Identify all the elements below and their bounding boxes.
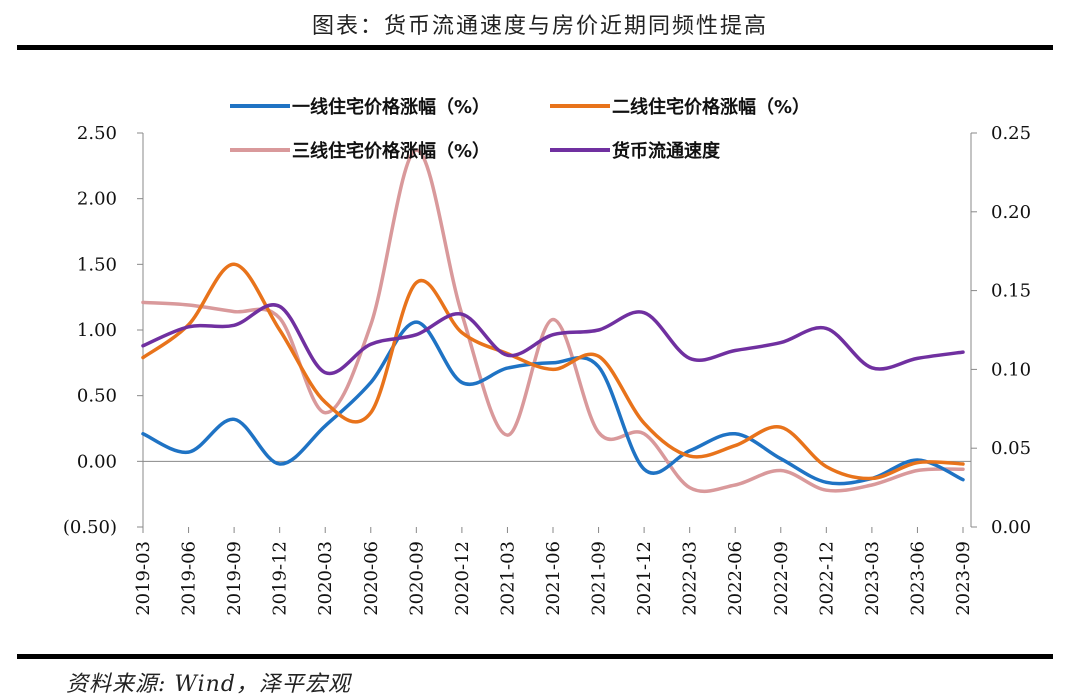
money-velocity-line bbox=[141, 303, 965, 376]
x-tick-label: 2020-09 bbox=[406, 541, 427, 616]
x-tick-label: 2019-06 bbox=[179, 541, 200, 616]
x-tick-label: 2022-03 bbox=[680, 541, 701, 616]
right-tick-label: 0.25 bbox=[991, 123, 1031, 144]
x-tick-label: 2023-06 bbox=[907, 541, 928, 616]
x-tick-label: 2020-06 bbox=[361, 541, 382, 616]
x-tick-label: 2022-06 bbox=[725, 541, 746, 616]
x-tick-label: 2023-03 bbox=[862, 541, 883, 616]
chart-title: 图表：货币流通速度与房价近期同频性提高 bbox=[311, 14, 768, 39]
x-tick-label: 2021-12 bbox=[634, 541, 655, 616]
right-tick-label: 0.00 bbox=[991, 517, 1031, 538]
tier3-price-line bbox=[141, 148, 965, 494]
right-tick-label: 0.10 bbox=[991, 359, 1031, 380]
legend-tier1-label: 一线住宅价格涨幅（%） bbox=[292, 96, 490, 118]
left-tick-label: (0.50) bbox=[63, 517, 117, 538]
x-tick-label: 2021-03 bbox=[497, 541, 518, 616]
legend-money-velocity-label: 货币流通速度 bbox=[612, 140, 721, 162]
x-tick-label: 2022-09 bbox=[771, 541, 792, 616]
right-tick-label: 0.20 bbox=[991, 202, 1031, 223]
bottom-rule bbox=[17, 654, 1053, 659]
right-tick-label: 0.15 bbox=[991, 281, 1031, 302]
x-tick-label: 2022-12 bbox=[816, 541, 837, 616]
left-tick-label: 0.00 bbox=[77, 451, 117, 472]
legend: 一线住宅价格涨幅（%） 二线住宅价格涨幅（%） 三线住宅价格涨幅（%） 货币流通速度 bbox=[230, 96, 810, 162]
x-tick-label: 2021-09 bbox=[589, 541, 610, 616]
x-tick-label: 2019-03 bbox=[133, 541, 154, 616]
legend-tier3-label: 三线住宅价格涨幅（%） bbox=[292, 140, 490, 162]
x-tick-label: 2020-03 bbox=[315, 541, 336, 616]
right-tick-label: 0.05 bbox=[991, 438, 1031, 459]
x-tick-label: 2020-12 bbox=[452, 541, 473, 616]
left-tick-label: 2.50 bbox=[77, 123, 117, 144]
series-lines bbox=[141, 148, 965, 494]
left-tick-label: 1.50 bbox=[77, 254, 117, 275]
x-tick-label: 2019-09 bbox=[224, 541, 245, 616]
x-tick-label: 2019-12 bbox=[270, 541, 291, 616]
x-tick-label: 2023-09 bbox=[953, 541, 974, 616]
tier1-price-line bbox=[141, 320, 965, 486]
tier2-price-line bbox=[141, 262, 965, 481]
left-tick-label: 2.00 bbox=[77, 189, 117, 210]
left-tick-label: 0.50 bbox=[77, 386, 117, 407]
axes: (0.50) 0.00 0.50 1.00 1.50 2.00 2.50 0.00 0.05 0.… bbox=[63, 123, 1031, 616]
top-rule bbox=[17, 45, 1053, 50]
source-note: 资料来源: Wind，泽平宏观 bbox=[66, 672, 351, 697]
left-tick-label: 1.00 bbox=[77, 320, 117, 341]
legend-tier2-label: 二线住宅价格涨幅（%） bbox=[612, 96, 810, 118]
x-tick-label: 2021-06 bbox=[543, 541, 564, 616]
